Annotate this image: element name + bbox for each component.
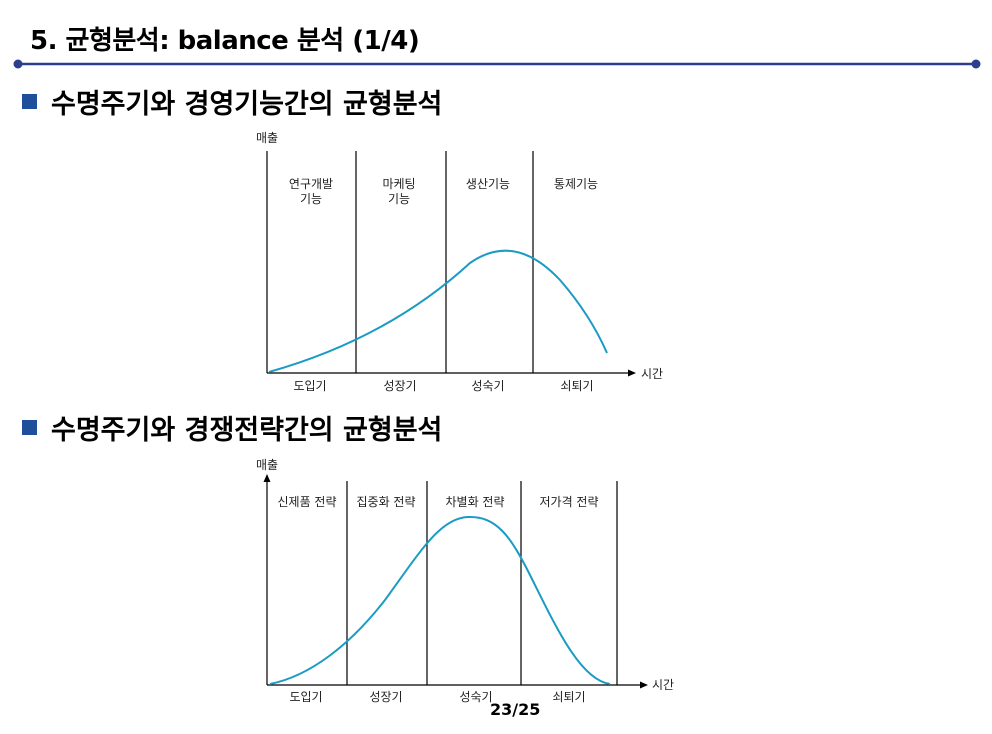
d1-stage-2: 성장기	[383, 379, 416, 393]
d1-x-axis-arrow-icon	[628, 369, 636, 377]
d1-region-1-line1: 연구개발	[289, 177, 333, 191]
rule-end-dot-right	[971, 59, 981, 69]
d1-y-label: 매출	[256, 131, 278, 145]
d1-stage-3: 성숙기	[471, 379, 504, 393]
section-heading-2-text: 수명주기와 경쟁전략간의 균형분석	[51, 415, 443, 446]
rule-end-dot-left	[13, 59, 23, 69]
d1-region-2-line2: 기능	[388, 192, 410, 206]
title-rule	[13, 59, 981, 69]
d1-stage-4: 쇠퇴기	[560, 379, 593, 393]
d1-region-1-line2: 기능	[300, 192, 322, 206]
d1-stage-1: 도입기	[293, 379, 326, 393]
d1-x-label: 시간	[641, 367, 663, 381]
section-heading-1: 수명주기와 경영기능간의 균형분석	[22, 82, 442, 121]
page-number: 23/25	[490, 700, 541, 719]
square-bullet-icon	[22, 420, 37, 435]
d1-region-3: 생산기능	[466, 177, 510, 191]
square-bullet-icon	[22, 94, 37, 109]
section-heading-2: 수명주기와 경쟁전략간의 균형분석	[22, 408, 442, 447]
slide-title: 5. 균형분석: balance 분석 (1/4)	[30, 26, 420, 56]
section-heading-1-text: 수명주기와 경영기능간의 균형분석	[51, 89, 443, 120]
d1-region-4: 통제기능	[554, 177, 598, 191]
d1-sales-curve	[268, 249, 608, 373]
d1-region-2-line1: 마케팅	[382, 177, 415, 191]
